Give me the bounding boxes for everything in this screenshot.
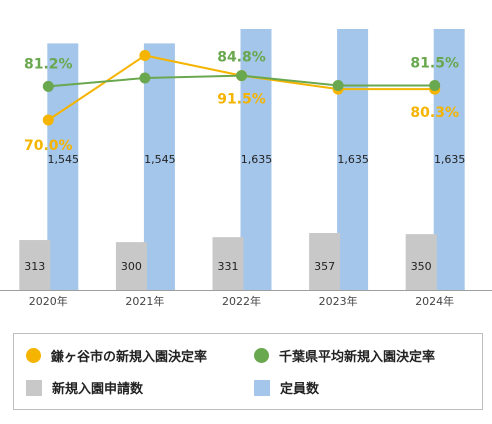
- legend-swatch-city-rate: [26, 348, 41, 363]
- legend-label-pref-rate: 千葉県平均新規入園決定率: [279, 350, 436, 365]
- bar-capacity-1: [143, 43, 175, 290]
- line-point-1-3: [332, 80, 344, 91]
- bar-applications-label-3: 357: [314, 260, 335, 273]
- line-point-0-1: [139, 50, 151, 61]
- line-point-1-2: [236, 70, 247, 82]
- legend-label-applications: 新規入園申請数: [52, 382, 144, 397]
- bar-applications-1: [115, 242, 147, 290]
- line-point-1-4: [429, 80, 441, 91]
- x-tick-label-0: 2020年: [29, 294, 68, 308]
- line-label-1-4: 81.5%: [410, 56, 459, 72]
- legend-swatch-pref-rate: [254, 348, 269, 363]
- bar-capacity-label-4: 1,635: [434, 153, 466, 166]
- bar-capacity-label-0: 1,545: [48, 153, 80, 166]
- bar-capacity-3: [337, 29, 369, 290]
- legend-item-capacity: 定員数: [254, 378, 319, 397]
- chart-svg: 2020年 2021年 2022年 2023年 2024年 313 1,545 300 1,54…: [0, 29, 492, 308]
- x-tick-label-2: 2022年: [222, 294, 261, 308]
- bar-capacity-label-3: 1,635: [337, 153, 369, 166]
- bar-applications-2: [212, 237, 244, 290]
- legend-label-city-rate: 鎌ヶ谷市の新規入園決定率: [51, 350, 208, 365]
- bar-capacity-label-1: 1,545: [144, 153, 176, 166]
- bar-capacity-0: [47, 43, 79, 290]
- legend-item-pref-rate: 千葉県平均新規入園決定率: [254, 346, 435, 365]
- line-label-0-2: 91.5%: [217, 92, 266, 108]
- line-label-0-0: 70.0%: [24, 138, 73, 154]
- bar-applications-label-4: 350: [411, 260, 432, 273]
- x-tick-label-1: 2021年: [125, 294, 164, 308]
- legend-item-city-rate: 鎌ヶ谷市の新規入園決定率: [26, 346, 207, 365]
- x-tick-label-4: 2024年: [415, 294, 454, 308]
- line-point-0-0: [42, 114, 54, 126]
- x-tick-label-3: 2023年: [319, 294, 358, 308]
- bar-applications-3: [309, 233, 341, 290]
- bar-applications-label-0: 313: [24, 260, 45, 273]
- bar-capacity-label-2: 1,635: [241, 153, 273, 166]
- legend: 鎌ヶ谷市の新規入園決定率 千葉県平均新規入園決定率 新規入園申請数 定員数: [13, 333, 483, 410]
- legend-label-capacity: 定員数: [280, 382, 320, 397]
- legend-swatch-capacity: [254, 379, 270, 396]
- line-label-1-2: 84.8%: [217, 50, 266, 66]
- line-point-1-1: [139, 72, 151, 84]
- legend-item-applications: 新規入園申請数: [26, 378, 143, 397]
- bar-applications-label-1: 300: [121, 260, 142, 273]
- line-label-1-0: 81.2%: [24, 56, 73, 72]
- bar-applications-0: [19, 240, 51, 290]
- bar-capacity-4: [433, 29, 465, 290]
- line-point-1-0: [42, 80, 54, 92]
- legend-swatch-applications: [26, 379, 42, 396]
- line-label-0-4: 80.3%: [410, 105, 459, 121]
- bar-applications-label-2: 331: [218, 260, 239, 273]
- bar-applications-4: [405, 234, 437, 290]
